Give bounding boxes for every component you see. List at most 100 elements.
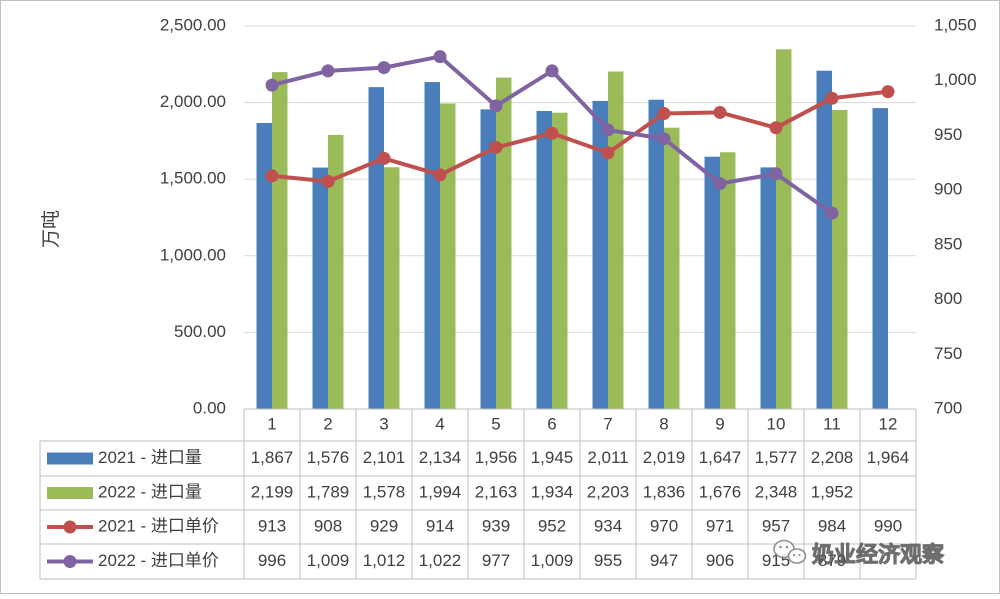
line-point xyxy=(377,61,391,75)
y-right-tick-label: 900 xyxy=(934,180,962,199)
y-right-tick-label: 700 xyxy=(934,398,962,417)
data-label: 2,011 xyxy=(587,448,628,467)
y-left-tick-label: 0.00 xyxy=(193,398,226,417)
x-tick-label: 5 xyxy=(491,414,500,433)
data-label: 879 xyxy=(818,551,846,570)
data-label: 2,134 xyxy=(419,448,462,467)
line-point xyxy=(545,126,559,140)
data-label: 1,022 xyxy=(419,551,462,570)
line-point xyxy=(601,123,615,137)
line-point xyxy=(769,167,783,181)
data-label: 2,101 xyxy=(363,448,406,467)
line-point xyxy=(769,121,783,135)
x-tick-label: 3 xyxy=(379,414,388,433)
bar xyxy=(776,49,792,409)
bar xyxy=(816,70,832,409)
data-label: 971 xyxy=(706,516,734,535)
data-label: 2,348 xyxy=(755,482,798,501)
bar xyxy=(536,111,552,409)
y-left-tick-label: 2,000.00 xyxy=(160,92,226,111)
wechat-icon xyxy=(773,539,807,564)
data-label: 1,012 xyxy=(363,551,406,570)
line-point xyxy=(713,105,727,119)
line-point xyxy=(265,78,279,92)
x-tick-label: 10 xyxy=(767,414,786,433)
data-label: 1,009 xyxy=(307,551,350,570)
data-label: 2,163 xyxy=(475,482,518,501)
data-label: 984 xyxy=(818,516,846,535)
data-label: 1,964 xyxy=(867,448,910,467)
data-label: 1,789 xyxy=(307,482,350,501)
data-label: 929 xyxy=(370,516,398,535)
line-point xyxy=(489,99,503,113)
bar xyxy=(384,167,400,409)
y-left-tick-label: 500.00 xyxy=(174,322,226,341)
line-point xyxy=(265,169,279,183)
line-point xyxy=(489,140,503,154)
bar xyxy=(368,87,384,409)
data-label: 906 xyxy=(706,551,734,570)
line-point xyxy=(377,151,391,165)
line-point xyxy=(713,177,727,191)
data-label: 977 xyxy=(482,551,510,570)
y-axis-title: 万吨 xyxy=(40,210,62,248)
gridlines xyxy=(244,25,916,333)
bar xyxy=(608,71,624,409)
line-point xyxy=(657,107,671,121)
data-label: 1,956 xyxy=(475,448,518,467)
legend-label: 2021 - 进口量 xyxy=(98,448,202,467)
y-right-tick-label: 850 xyxy=(934,234,962,253)
bar xyxy=(760,167,776,409)
data-label: 990 xyxy=(874,516,902,535)
bar xyxy=(648,99,664,409)
bar xyxy=(664,127,680,410)
data-label: 1,945 xyxy=(531,448,574,467)
data-label: 947 xyxy=(650,551,678,570)
y-left-tick-label: 2,500.00 xyxy=(160,15,226,34)
line-point xyxy=(825,91,839,105)
x-tick-label: 9 xyxy=(715,414,724,433)
watermark: 奶业经济观察 xyxy=(773,539,945,567)
watermark-text: 奶业经济观察 xyxy=(812,542,945,567)
line-point xyxy=(321,64,335,78)
bar xyxy=(704,156,720,409)
bars xyxy=(256,49,888,410)
data-label: 2,208 xyxy=(811,448,854,467)
data-label: 2,199 xyxy=(251,482,294,501)
data-label: 1,647 xyxy=(699,448,742,467)
data-label: 1,952 xyxy=(811,482,854,501)
data-label: 1,836 xyxy=(643,482,686,501)
data-label: 939 xyxy=(482,516,510,535)
legend-label: 2022 - 进口单价 xyxy=(98,551,219,570)
data-label: 913 xyxy=(258,516,286,535)
data-label: 957 xyxy=(762,516,790,535)
line-point xyxy=(545,64,559,78)
legend-key xyxy=(47,487,93,499)
data-label: 1,994 xyxy=(419,482,462,501)
data-label: 1,576 xyxy=(307,448,350,467)
line-point xyxy=(433,50,447,64)
y-right-tick-label: 1,000 xyxy=(934,70,977,89)
bar xyxy=(832,109,848,409)
y-left-tick-label: 1,000.00 xyxy=(160,245,226,264)
bar xyxy=(720,152,736,409)
data-label: 955 xyxy=(594,551,622,570)
lines xyxy=(265,50,895,220)
data-label: 1,578 xyxy=(363,482,406,501)
data-label: 952 xyxy=(538,516,566,535)
bar xyxy=(256,122,272,410)
line-point xyxy=(321,174,335,188)
line-point xyxy=(433,168,447,182)
legend-label: 2022 - 进口量 xyxy=(98,482,202,501)
y-right-tick-label: 950 xyxy=(934,125,962,144)
bar xyxy=(496,77,512,409)
bar xyxy=(552,112,568,410)
line-point xyxy=(657,132,671,146)
bar xyxy=(480,109,496,410)
y-left-tick-label: 1,500.00 xyxy=(160,169,226,188)
line-point xyxy=(881,85,895,99)
data-label: 2,203 xyxy=(587,482,630,501)
